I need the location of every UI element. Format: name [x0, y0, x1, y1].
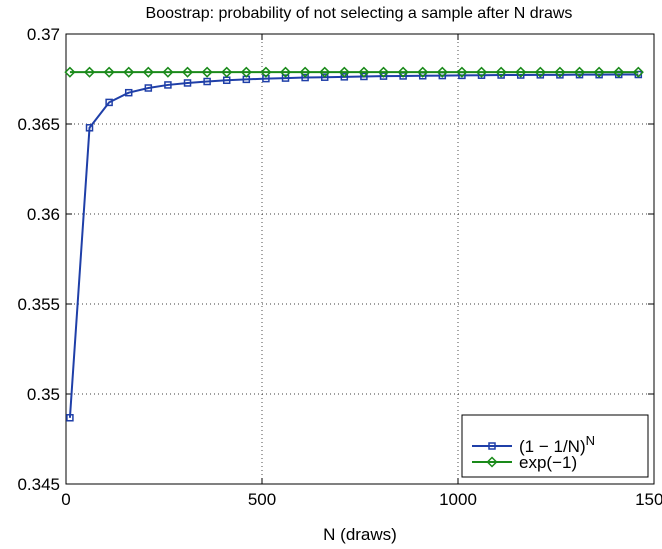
data-point	[515, 66, 527, 78]
data-point	[203, 77, 211, 86]
data-point	[554, 66, 566, 78]
data-point	[183, 79, 192, 87]
data-point	[436, 66, 448, 78]
y-tick-label: 0.37	[27, 25, 60, 44]
data-point	[299, 66, 311, 78]
y-tick-label: 0.36	[27, 205, 60, 224]
data-point	[221, 66, 233, 78]
data-point	[83, 66, 96, 78]
data-point	[377, 66, 390, 78]
data-point	[417, 66, 429, 78]
grid-lines	[66, 34, 654, 484]
data-point	[593, 66, 605, 78]
data-point	[85, 124, 94, 132]
chart-title: Boostrap: probability of not selecting a…	[146, 5, 573, 22]
data-point	[124, 88, 133, 97]
data-point	[162, 66, 174, 78]
data-point	[103, 66, 115, 78]
legend-label: exp(−1)	[519, 453, 577, 472]
x-axis-label: N (draws)	[323, 525, 397, 544]
data-point	[164, 81, 172, 89]
data-point	[340, 73, 349, 81]
data-point	[240, 66, 252, 78]
data-point	[66, 414, 74, 422]
x-tick-label: 1000	[439, 490, 477, 509]
data-point	[358, 66, 370, 78]
y-tick-label: 0.35	[27, 385, 60, 404]
data-point	[201, 66, 213, 78]
data-point	[260, 66, 272, 78]
data-point	[632, 66, 644, 78]
data-point	[123, 66, 135, 78]
series-exp-line	[64, 66, 644, 78]
data-point	[573, 66, 586, 78]
data-point	[301, 73, 309, 82]
data-point	[360, 72, 368, 81]
data-point	[534, 66, 546, 78]
plot-area	[65, 33, 655, 485]
data-point	[397, 66, 409, 78]
y-tick-label: 0.365	[17, 115, 60, 134]
legend-marker	[486, 456, 498, 468]
data-point	[456, 66, 468, 78]
y-tick-label: 0.355	[17, 295, 60, 314]
legend-label: (1 − 1/N)N	[519, 433, 595, 456]
data-point	[181, 66, 194, 78]
data-point	[338, 66, 350, 78]
data-point	[613, 66, 625, 78]
data-point	[144, 84, 153, 92]
y-tick-label: 0.345	[17, 475, 60, 494]
legend-marker	[488, 442, 496, 450]
data-point	[279, 66, 292, 78]
data-point	[320, 73, 329, 81]
x-tick-label: 500	[248, 490, 276, 509]
series-line	[68, 73, 639, 418]
series-layer	[64, 66, 644, 422]
data-point	[64, 66, 76, 78]
data-point	[105, 98, 113, 107]
data-point	[319, 66, 331, 78]
x-tick-label: 0	[61, 490, 70, 509]
data-point	[475, 66, 488, 78]
data-point	[281, 74, 290, 82]
data-point	[142, 66, 154, 78]
data-point	[495, 66, 507, 78]
